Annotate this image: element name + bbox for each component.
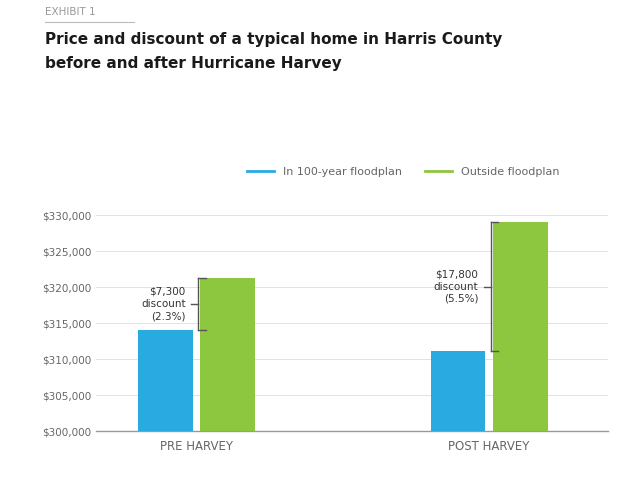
Text: Price and discount of a typical home in Harris County: Price and discount of a typical home in … (45, 32, 502, 47)
Text: EXHIBIT 1: EXHIBIT 1 (45, 7, 95, 17)
Bar (431, 350, 486, 431)
Text: $17,800
discount
(5.5%): $17,800 discount (5.5%) (433, 269, 478, 304)
Legend: In 100-year floodplan, Outside floodplan: In 100-year floodplan, Outside floodplan (246, 167, 560, 177)
Bar (138, 330, 193, 431)
Bar (200, 278, 255, 431)
Text: $7,300
discount
(2.3%): $7,300 discount (2.3%) (141, 287, 186, 321)
Text: before and after Hurricane Harvey: before and after Hurricane Harvey (45, 56, 342, 72)
Bar (493, 222, 548, 431)
